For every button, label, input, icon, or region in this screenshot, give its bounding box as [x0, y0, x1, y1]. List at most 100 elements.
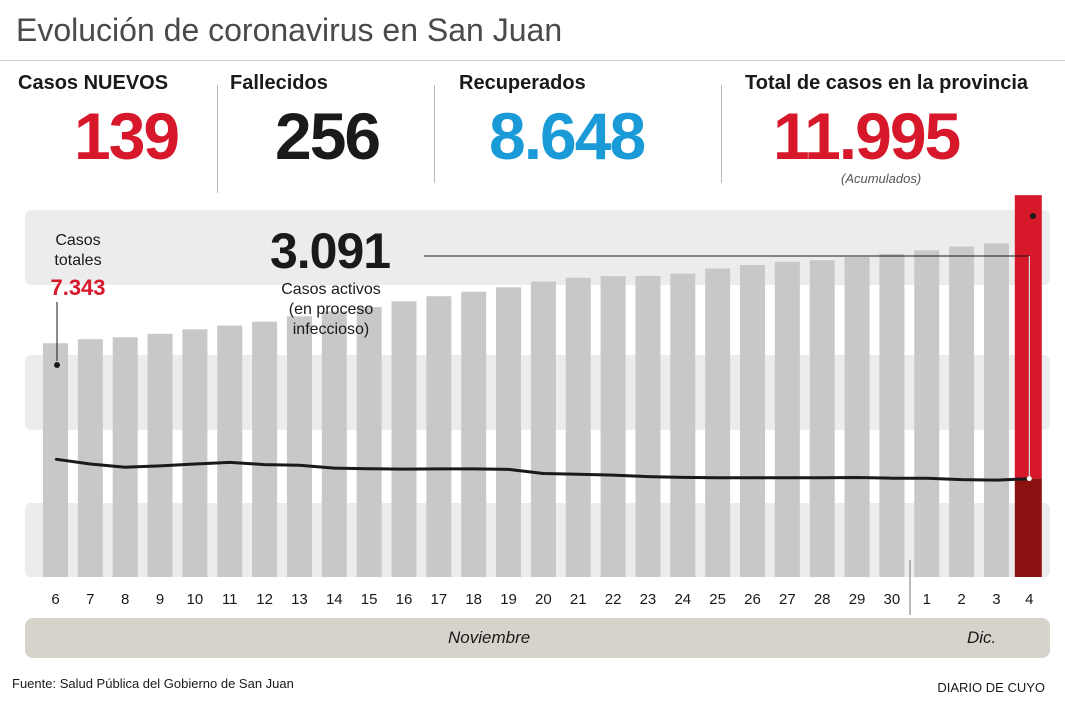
stat-divider	[217, 85, 218, 193]
chart-x-ticks: 6 7 8 9 10 11 12 13 14 15 16 17 18 19 20 21 22 23 24 25 26 27…	[51, 591, 1033, 608]
stat-recuperados-label: Recuperados	[459, 72, 586, 94]
stat-fallecidos-label: Fallecidos	[230, 72, 328, 94]
bar-total	[635, 275, 661, 577]
x-tick-label: 3	[992, 591, 1000, 608]
point-casos-activos	[716, 476, 719, 479]
bar-active-highlight	[1014, 478, 1042, 577]
bar-total	[565, 277, 591, 577]
x-tick-label: 15	[361, 591, 378, 608]
x-tick-label: 16	[396, 591, 413, 608]
point-casos-activos	[960, 478, 963, 481]
x-tick-label: 29	[849, 591, 866, 608]
bar-total	[321, 311, 347, 577]
bar-total	[426, 296, 452, 577]
bar-total	[217, 325, 243, 577]
stat-fallecidos-value: 256	[275, 99, 381, 173]
x-tick-label: 19	[500, 591, 517, 608]
x-tick-label: 17	[431, 591, 448, 608]
bar-total	[286, 316, 312, 577]
x-tick-label: 1	[923, 591, 931, 608]
point-casos-activos	[647, 475, 649, 478]
point-casos-activos	[751, 476, 754, 479]
x-tick-label: 28	[814, 591, 831, 608]
annotation-dot	[1026, 476, 1032, 482]
stat-casos-nuevos-label: Casos NUEVOS	[18, 72, 169, 94]
point-casos-activos	[577, 473, 580, 475]
point-casos-activos	[438, 468, 440, 470]
chart-bars	[43, 195, 1042, 577]
x-tick-label: 22	[605, 591, 622, 608]
title-divider	[0, 60, 1065, 61]
x-tick-label: 8	[121, 591, 129, 608]
bar-total	[182, 329, 208, 577]
x-tick-label: 27	[779, 591, 796, 608]
bar-total	[461, 291, 487, 577]
x-tick-label: 24	[674, 591, 691, 608]
month-band	[25, 618, 1050, 658]
stat-total-casos-note: (Acumulados)	[841, 171, 922, 186]
bar-total	[740, 265, 765, 577]
x-tick-label: 7	[86, 591, 94, 608]
annotation-casos-totales-label: totales	[54, 252, 101, 269]
x-tick-label: 13	[291, 591, 308, 608]
x-tick-label: 14	[326, 591, 343, 608]
bar-total	[600, 276, 626, 577]
x-tick-label: 26	[744, 591, 761, 608]
point-casos-activos	[891, 477, 893, 479]
month-label-diciembre: Dic.	[967, 628, 997, 647]
point-casos-activos	[228, 461, 231, 464]
point-casos-activos	[89, 463, 92, 465]
point-casos-activos	[995, 479, 998, 481]
x-tick-label: 9	[156, 591, 164, 608]
bar-total	[77, 339, 103, 577]
annotation-dot	[54, 362, 60, 368]
bar-total	[705, 268, 731, 577]
annotation-activos-label: infeccioso)	[293, 321, 369, 338]
point-casos-activos	[472, 468, 475, 470]
bar-total	[530, 281, 556, 577]
annotation-dot	[1030, 213, 1036, 219]
point-casos-activos	[682, 476, 684, 479]
point-casos-activos	[612, 474, 614, 476]
stat-fallecidos: Fallecidos 256	[230, 72, 381, 173]
annotation-activos-value: 3.091	[270, 223, 390, 279]
bar-total	[391, 301, 417, 577]
bar-total	[949, 246, 975, 577]
point-casos-activos	[124, 466, 126, 468]
chart-annotations: Casos totales 7.343 3.091 Casos activos (en p…	[50, 213, 1036, 615]
point-casos-activos	[263, 463, 266, 466]
chart-line	[54, 457, 1033, 482]
point-casos-activos	[54, 458, 57, 461]
stat-casos-nuevos: Casos NUEVOS 139	[18, 72, 180, 173]
annotation-activos-label: Casos activos	[281, 281, 381, 298]
x-tick-label: 6	[51, 591, 59, 608]
x-tick-label: 18	[465, 591, 482, 608]
point-casos-activos	[542, 472, 545, 475]
bar-total	[983, 243, 1009, 577]
bar-total	[844, 257, 870, 577]
x-tick-label: 21	[570, 591, 587, 608]
bar-total	[252, 321, 278, 577]
bar-total	[112, 337, 138, 577]
stat-total-casos-label: Total de casos en la provincia	[745, 72, 1029, 94]
annotation-casos-totales-value: 7.343	[50, 275, 105, 300]
cases-chart: Casos totales 7.343 3.091 Casos activos (en p…	[25, 195, 1050, 615]
point-casos-activos	[194, 463, 196, 465]
bar-total	[774, 261, 800, 577]
stat-casos-nuevos-value: 139	[74, 99, 180, 173]
point-casos-activos	[298, 464, 301, 467]
point-casos-activos	[368, 467, 370, 470]
bar-total	[914, 250, 940, 577]
point-casos-activos	[925, 477, 928, 479]
point-casos-activos	[159, 465, 161, 467]
bar-total	[670, 273, 696, 577]
x-tick-label: 10	[187, 591, 204, 608]
x-tick-label: 30	[884, 591, 901, 608]
x-tick-label: 23	[640, 591, 657, 608]
x-tick-label: 4	[1025, 591, 1033, 608]
point-casos-activos	[786, 477, 789, 479]
stat-recuperados: Recuperados 8.648	[459, 72, 646, 169]
annotation-casos-totales-label: Casos	[55, 232, 100, 249]
point-casos-activos	[507, 468, 510, 471]
point-casos-activos	[821, 477, 823, 479]
